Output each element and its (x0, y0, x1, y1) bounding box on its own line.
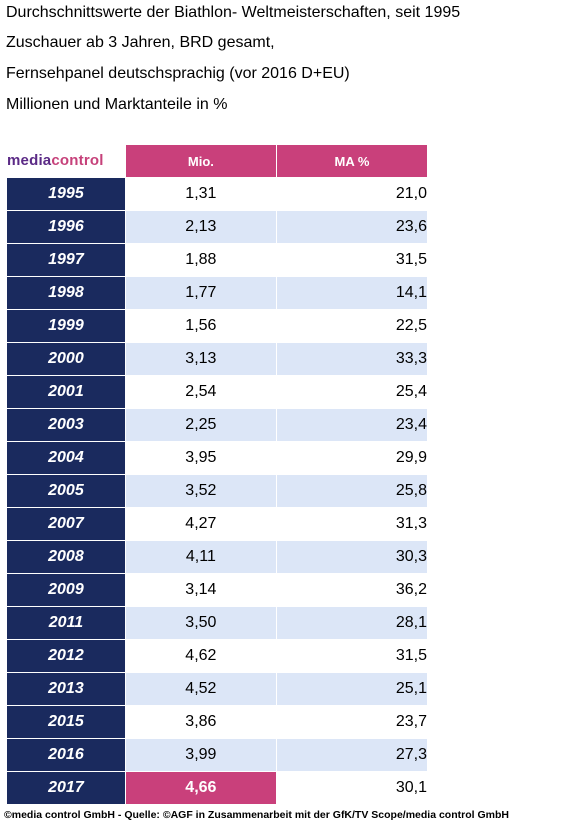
year-cell: 2017 (6, 771, 126, 805)
table-row: 1998 1,77 14,1 (6, 276, 429, 310)
ma-cell: 29,9 (275, 441, 429, 475)
ma-cell: 14,1 (275, 276, 429, 310)
ma-cell: 30,3 (275, 540, 429, 574)
ma-cell: 25,1 (275, 672, 429, 706)
mio-cell: 4,11 (124, 540, 277, 574)
mio-cell: 1,77 (124, 276, 277, 310)
year-cell: 2013 (6, 672, 126, 706)
mio-cell: 3,50 (124, 606, 277, 640)
table-row: 2007 4,27 31,3 (6, 507, 429, 541)
table-row: 2005 3,52 25,8 (6, 474, 429, 508)
header-panel: Fernsehpanel deutschsprachig (vor 2016 D… (6, 65, 350, 82)
ma-cell: 23,6 (275, 210, 429, 244)
mio-cell: 4,52 (124, 672, 277, 706)
ma-cell: 31,3 (275, 507, 429, 541)
table-row: 2004 3,95 29,9 (6, 441, 429, 475)
table-row: 2017 4,66 30,1 (6, 771, 429, 805)
header-units: Millionen und Marktanteile in % (6, 96, 228, 113)
year-cell: 2003 (6, 408, 126, 442)
year-cell: 1998 (6, 276, 126, 310)
header: Durchschnittswerte der Biathlon- Weltmei… (6, 0, 562, 124)
ma-cell: 28,1 (275, 606, 429, 640)
year-cell: 2016 (6, 738, 126, 772)
table-row: 2000 3,13 33,3 (6, 342, 429, 376)
year-cell: 1999 (6, 309, 126, 343)
media-control-logo: mediacontrol (7, 152, 104, 169)
table-row: 2012 4,62 31,5 (6, 639, 429, 673)
header-title: Durchschnittswerte der Biathlon- Weltmei… (6, 4, 461, 21)
column-header-mio: Mio. (124, 144, 277, 178)
mio-cell: 2,13 (124, 210, 277, 244)
year-cell: 2005 (6, 474, 126, 508)
mio-cell: 4,27 (124, 507, 277, 541)
mio-cell: 3,86 (124, 705, 277, 739)
table-row: 1997 1,88 31,5 (6, 243, 429, 277)
table-row: 1996 2,13 23,6 (6, 210, 429, 244)
year-cell: 2011 (6, 606, 126, 640)
year-cell: 1996 (6, 210, 126, 244)
mio-cell: 3,99 (124, 738, 277, 772)
mio-cell: 1,88 (124, 243, 277, 277)
source-footer: ©media control GmbH - Quelle: ©AGF in Zu… (4, 809, 509, 821)
ma-cell: 33,3 (275, 342, 429, 376)
table-row: 2016 3,99 27,3 (6, 738, 429, 772)
ma-cell: 27,3 (275, 738, 429, 772)
mio-cell: 2,25 (124, 408, 277, 442)
year-cell: 2004 (6, 441, 126, 475)
mio-cell: 1,31 (124, 177, 277, 211)
ma-cell: 36,2 (275, 573, 429, 607)
ma-cell: 23,7 (275, 705, 429, 739)
mio-cell: 3,52 (124, 474, 277, 508)
ma-cell: 31,5 (275, 243, 429, 277)
ma-cell: 30,1 (275, 771, 429, 805)
table-row: 2008 4,11 30,3 (6, 540, 429, 574)
mio-cell: 3,13 (124, 342, 277, 376)
mio-cell: 4,66 (124, 771, 277, 805)
table-body: 1995 1,31 21,0 1996 2,13 23,6 1997 1,88 31,5 1998… (6, 177, 429, 805)
ma-cell: 23,4 (275, 408, 429, 442)
year-cell: 2009 (6, 573, 126, 607)
header-audience: Zuschauer ab 3 Jahren, BRD gesamt, (6, 34, 275, 51)
ma-cell: 31,5 (275, 639, 429, 673)
table-row: 2013 4,52 25,1 (6, 672, 429, 706)
table-row: 2009 3,14 36,2 (6, 573, 429, 607)
table-row: 2001 2,54 25,4 (6, 375, 429, 409)
table-row: 2011 3,50 28,1 (6, 606, 429, 640)
table-header-row: mediacontrol Mio. MA % (6, 144, 429, 178)
year-cell: 2015 (6, 705, 126, 739)
mio-cell: 4,62 (124, 639, 277, 673)
year-cell: 1997 (6, 243, 126, 277)
ma-cell: 25,8 (275, 474, 429, 508)
logo-cell: mediacontrol (6, 144, 126, 178)
mio-cell: 3,14 (124, 573, 277, 607)
year-cell: 2007 (6, 507, 126, 541)
year-cell: 2012 (6, 639, 126, 673)
table-row: 2003 2,25 23,4 (6, 408, 429, 442)
ma-cell: 22,5 (275, 309, 429, 343)
table-row: 2015 3,86 23,7 (6, 705, 429, 739)
table-row: 1995 1,31 21,0 (6, 177, 429, 211)
ma-cell: 25,4 (275, 375, 429, 409)
ma-cell: 21,0 (275, 177, 429, 211)
year-cell: 2000 (6, 342, 126, 376)
table-row: 1999 1,56 22,5 (6, 309, 429, 343)
ratings-table: mediacontrol Mio. MA % 1995 1,31 21,0 1996 2… (6, 144, 429, 805)
column-header-ma: MA % (275, 144, 429, 178)
year-cell: 2001 (6, 375, 126, 409)
mio-cell: 3,95 (124, 441, 277, 475)
year-cell: 1995 (6, 177, 126, 211)
mio-cell: 2,54 (124, 375, 277, 409)
year-cell: 2008 (6, 540, 126, 574)
mio-cell: 1,56 (124, 309, 277, 343)
